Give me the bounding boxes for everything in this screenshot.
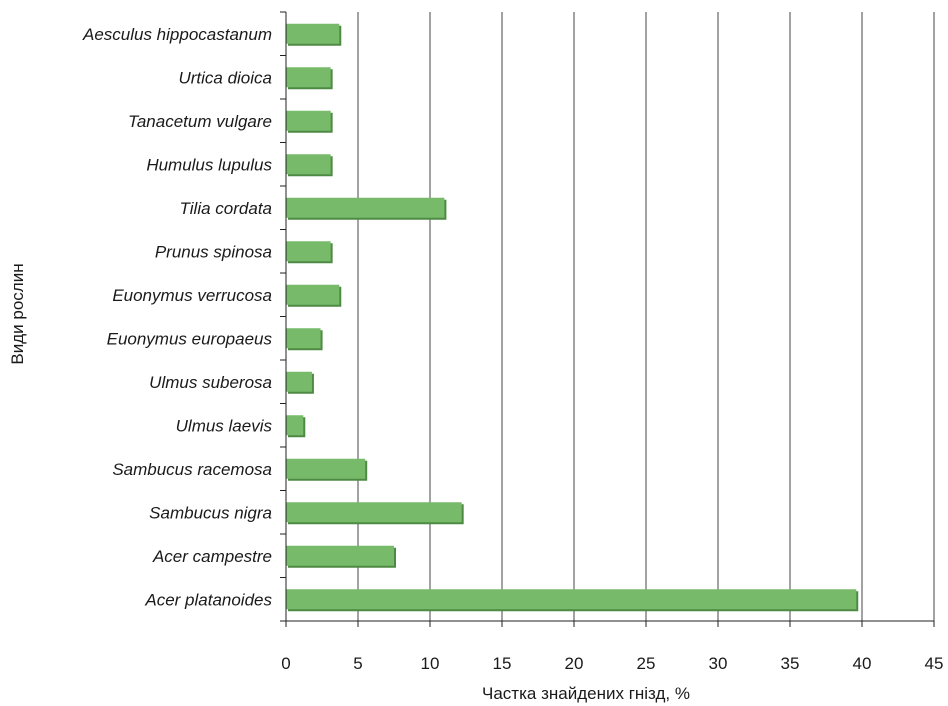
bar-acer-platanoides <box>286 589 857 610</box>
bar-tanacetum-vulgare <box>286 110 331 131</box>
category-label: Sambucus nigra <box>149 503 272 522</box>
x-tick-label: 30 <box>709 654 728 673</box>
x-tick-label: 45 <box>925 654 944 673</box>
category-label: Prunus spinosa <box>155 242 272 261</box>
category-label: Humulus lupulus <box>146 155 272 174</box>
category-label: Sambucus racemosa <box>112 460 272 479</box>
category-labels: Aesculus hippocastanum Urtica dioica Tanac… <box>82 25 273 610</box>
bar-euonymus-verrucosa <box>286 284 340 305</box>
category-label: Aesculus hippocastanum <box>82 25 272 44</box>
bars <box>286 23 859 612</box>
category-label: Ulmus suberosa <box>149 373 272 392</box>
bar-ulmus-suberosa <box>286 371 312 392</box>
y-axis-title: Види рослин <box>8 263 27 364</box>
category-label: Urtica dioica <box>178 68 272 87</box>
category-label: Euonymus europaeus <box>107 329 273 348</box>
category-label: Acer campestre <box>152 547 272 566</box>
bar-acer-campestre <box>286 545 394 566</box>
x-tick-label: 40 <box>853 654 872 673</box>
category-label: Euonymus verrucosa <box>112 286 272 305</box>
x-tick-label: 25 <box>637 654 656 673</box>
bar-prunus-spinosa <box>286 241 331 262</box>
bar-euonymus-europaeus <box>286 328 321 349</box>
category-label: Acer platanoides <box>144 590 272 609</box>
bar-aesculus-hippocastanum <box>286 23 340 44</box>
category-label: Tilia cordata <box>180 199 272 218</box>
x-tick-label: 5 <box>353 654 362 673</box>
x-tick-label: 20 <box>565 654 584 673</box>
x-axis: 0 5 10 15 20 25 30 35 40 45 <box>281 620 944 673</box>
bar-sambucus-racemosa <box>286 458 366 479</box>
category-label: Ulmus laevis <box>176 416 273 435</box>
x-tick-label: 10 <box>421 654 440 673</box>
x-tick-label: 15 <box>493 654 512 673</box>
category-label: Tanacetum vulgare <box>128 112 272 131</box>
y-axis <box>280 11 287 622</box>
x-axis-title: Частка знайдених гнізд, % <box>482 684 690 703</box>
bar-tilia-cordata <box>286 197 445 218</box>
x-tick-label: 35 <box>781 654 800 673</box>
bar-ulmus-laevis <box>286 415 304 436</box>
bar-sambucus-nigra <box>286 502 462 523</box>
x-tick-label: 0 <box>281 654 290 673</box>
bar-humulus-lupulus <box>286 154 331 175</box>
gridlines <box>357 12 935 621</box>
bar-urtica-dioica <box>286 67 331 88</box>
